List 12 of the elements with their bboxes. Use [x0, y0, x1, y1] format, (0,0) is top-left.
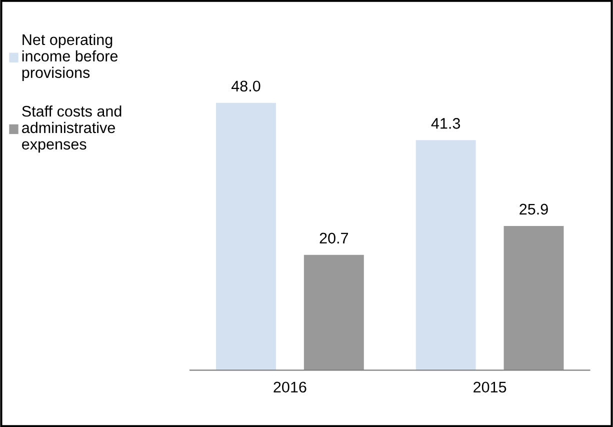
- data-label: 41.3: [431, 118, 460, 129]
- data-label: 48.0: [231, 80, 260, 92]
- legend-label: Staff costs and administrative expenses: [22, 105, 122, 153]
- data-label: 25.9: [520, 204, 548, 215]
- bar: [416, 140, 476, 370]
- bar: [304, 254, 364, 370]
- legend-label: Net operating income before provisions: [22, 34, 118, 82]
- bar: [504, 226, 564, 370]
- bar: [216, 102, 276, 370]
- x-tick-label: 2015: [474, 382, 506, 393]
- data-label: 20.7: [320, 232, 348, 244]
- x-tick-label: 2016: [274, 382, 306, 393]
